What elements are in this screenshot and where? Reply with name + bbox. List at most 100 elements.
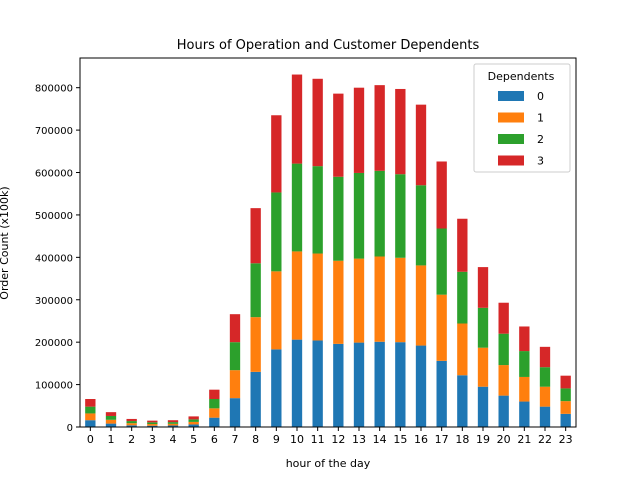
bar-segment-12-dependents-1 bbox=[333, 260, 344, 344]
x-tick-label: 1 bbox=[108, 433, 115, 446]
bar-segment-2-dependents-1 bbox=[126, 423, 137, 426]
bar-segment-16-dependents-0 bbox=[415, 345, 427, 427]
plot-area: 0100000200000300000400000500000600000700… bbox=[35, 57, 577, 446]
x-tick-label: 15 bbox=[393, 433, 407, 446]
bar-segment-16-dependents-1 bbox=[415, 265, 427, 346]
bar-segment-15-dependents-2 bbox=[395, 174, 406, 258]
bar-segment-21-dependents-3 bbox=[519, 326, 530, 352]
bar-segment-4-dependents-1 bbox=[167, 423, 179, 426]
y-tick-label: 400000 bbox=[35, 253, 73, 264]
y-tick-label: 100000 bbox=[35, 381, 73, 392]
x-tick-label: 18 bbox=[455, 433, 469, 446]
bar-segment-19-dependents-2 bbox=[477, 307, 489, 348]
bar-segment-9-dependents-3 bbox=[271, 115, 282, 193]
y-tick-label: 700000 bbox=[35, 126, 73, 137]
bar-segment-4-dependents-3 bbox=[167, 420, 179, 423]
bar-segment-0-dependents-3 bbox=[85, 399, 96, 407]
bar-segment-13-dependents-1 bbox=[353, 258, 365, 343]
bar-segment-5-dependents-0 bbox=[188, 424, 199, 427]
bar-segment-8-dependents-2 bbox=[250, 263, 261, 318]
x-tick-label: 17 bbox=[435, 433, 449, 446]
bar-segment-6-dependents-0 bbox=[209, 417, 220, 427]
bar-segment-10-dependents-1 bbox=[291, 251, 303, 340]
x-tick-label: 22 bbox=[538, 433, 552, 446]
bar-segment-17-dependents-2 bbox=[436, 228, 447, 295]
bar-segment-3-dependents-3 bbox=[147, 420, 158, 423]
x-tick-label: 4 bbox=[170, 433, 177, 446]
bar-segment-6-dependents-1 bbox=[209, 408, 220, 418]
bar-segment-14-dependents-2 bbox=[374, 170, 385, 257]
x-tick-label: 8 bbox=[252, 433, 259, 446]
bar-segment-1-dependents-3 bbox=[105, 412, 117, 416]
legend-swatch-0 bbox=[498, 91, 524, 101]
bar-segment-15-dependents-1 bbox=[395, 257, 406, 343]
bar-segment-23-dependents-0 bbox=[560, 413, 571, 427]
bar-segment-9-dependents-2 bbox=[271, 192, 282, 272]
bar-segment-22-dependents-3 bbox=[539, 346, 551, 368]
bar-segment-8-dependents-0 bbox=[250, 371, 261, 427]
bar-segment-19-dependents-3 bbox=[477, 267, 489, 308]
bar-segment-22-dependents-1 bbox=[539, 386, 551, 407]
bar-segment-15-dependents-0 bbox=[395, 342, 406, 427]
bar-segment-23-dependents-1 bbox=[560, 401, 571, 414]
x-tick-label: 19 bbox=[476, 433, 490, 446]
bar-segment-19-dependents-0 bbox=[477, 386, 489, 427]
bar-segment-10-dependents-2 bbox=[291, 163, 303, 252]
bar-segment-1-dependents-1 bbox=[105, 419, 117, 424]
x-tick-label: 13 bbox=[352, 433, 366, 446]
bar-segment-1-dependents-0 bbox=[105, 423, 117, 427]
legend-label-2: 2 bbox=[537, 133, 544, 146]
bar-segment-4-dependents-0 bbox=[167, 425, 179, 427]
bar-segment-11-dependents-3 bbox=[312, 78, 323, 167]
legend-title: Dependents bbox=[488, 70, 555, 83]
bar-segment-18-dependents-1 bbox=[457, 323, 468, 376]
plot-frame bbox=[79, 57, 577, 428]
bar-segment-5-dependents-1 bbox=[188, 421, 199, 425]
bar-segment-1-dependents-2 bbox=[105, 415, 117, 420]
y-tick-label: 300000 bbox=[35, 296, 73, 307]
bar-segment-6-dependents-2 bbox=[209, 399, 220, 409]
legend-label-3: 3 bbox=[537, 155, 544, 168]
bar-segment-2-dependents-0 bbox=[126, 425, 137, 427]
legend-swatch-2 bbox=[498, 134, 524, 144]
bar-segment-7-dependents-3 bbox=[229, 314, 241, 343]
bar-segment-19-dependents-1 bbox=[477, 347, 489, 387]
x-tick-label: 9 bbox=[273, 433, 280, 446]
bar-segment-12-dependents-0 bbox=[333, 343, 344, 427]
bar-segment-14-dependents-1 bbox=[374, 256, 385, 342]
bar-segment-3-dependents-1 bbox=[147, 424, 158, 426]
y-tick-label: 200000 bbox=[35, 338, 73, 349]
bar-segment-10-dependents-0 bbox=[291, 339, 303, 427]
bar-segment-18-dependents-0 bbox=[457, 375, 468, 427]
bar-segment-13-dependents-2 bbox=[353, 172, 365, 259]
x-axis-label: hour of the day bbox=[286, 457, 371, 470]
bar-segment-18-dependents-3 bbox=[457, 218, 468, 272]
bar-segment-17-dependents-0 bbox=[436, 360, 447, 427]
bar-segment-11-dependents-1 bbox=[312, 253, 323, 341]
bar-segment-23-dependents-3 bbox=[560, 375, 571, 389]
y-axis-label: Order Count (x100k) bbox=[0, 186, 11, 299]
x-tick-label: 16 bbox=[414, 433, 428, 446]
bar-segment-3-dependents-0 bbox=[147, 425, 158, 427]
bar-segment-17-dependents-3 bbox=[436, 161, 447, 229]
bar-segment-22-dependents-0 bbox=[539, 406, 551, 427]
bar-segment-21-dependents-2 bbox=[519, 351, 530, 377]
legend-label-1: 1 bbox=[537, 112, 544, 125]
x-tick-label: 6 bbox=[211, 433, 218, 446]
bar-segment-22-dependents-2 bbox=[539, 367, 551, 387]
bar-segment-13-dependents-0 bbox=[353, 342, 365, 427]
bar-segment-12-dependents-2 bbox=[333, 176, 344, 261]
x-tick-label: 10 bbox=[290, 433, 304, 446]
bar-segment-20-dependents-2 bbox=[498, 333, 509, 366]
x-tick-label: 11 bbox=[311, 433, 325, 446]
bar-segment-7-dependents-2 bbox=[229, 342, 241, 371]
bar-segment-3-dependents-2 bbox=[147, 422, 158, 425]
bar-segment-20-dependents-1 bbox=[498, 365, 509, 396]
x-tick-label: 0 bbox=[87, 433, 94, 446]
x-tick-label: 12 bbox=[331, 433, 345, 446]
bar-segment-14-dependents-0 bbox=[374, 341, 385, 427]
bar-segment-12-dependents-3 bbox=[333, 93, 344, 177]
bar-segment-23-dependents-2 bbox=[560, 388, 571, 402]
bar-segment-5-dependents-2 bbox=[188, 419, 199, 422]
